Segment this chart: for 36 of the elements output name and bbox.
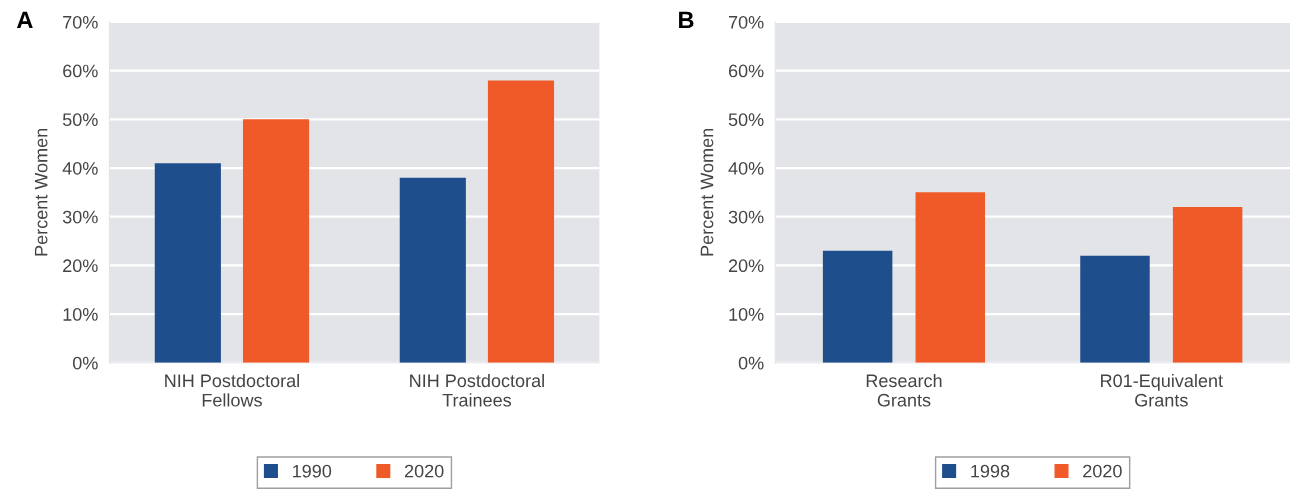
y-tick-label: 20% (63, 259, 98, 273)
y-tick-label: 60% (63, 64, 98, 78)
legend-label: 2020 (404, 464, 444, 478)
y-tick-label: 30% (62, 210, 98, 224)
x-tick-label: R01-Equivalent Grants (1101, 373, 1223, 407)
bar (1080, 255, 1150, 363)
y-tick-label: 40% (728, 161, 764, 175)
y-tick-label: 50% (728, 113, 764, 127)
y-axis-title: Percent Women (700, 128, 714, 256)
y-tick-label: 0% (72, 356, 98, 370)
text: B (679, 11, 694, 29)
bar (154, 163, 221, 363)
legend-label: 2020 (1083, 464, 1122, 478)
text: A (16, 11, 33, 29)
y-tick-label: 70% (63, 15, 98, 29)
bar (1172, 206, 1243, 363)
bar (822, 250, 893, 363)
y-tick-label: 10% (63, 308, 98, 321)
y-tick-label: 20% (728, 259, 764, 273)
y-tick-label: 70% (728, 15, 764, 29)
x-tick-label: NIH Postdoctoral Trainees (410, 373, 544, 407)
y-axis-title: Percent Women (34, 128, 48, 256)
bar (487, 80, 555, 363)
y-tick-label: 30% (728, 210, 764, 224)
x-tick-label: NIH Postdoctoral Fellows (165, 373, 299, 407)
y-tick-label: 0% (738, 356, 764, 370)
bar (242, 119, 310, 363)
bar (915, 192, 986, 363)
y-tick-label: 10% (729, 308, 764, 321)
bar (399, 177, 466, 363)
y-tick-label: 50% (62, 113, 98, 127)
y-tick-label: 60% (728, 64, 764, 78)
legend-label: 1998 (971, 464, 1010, 478)
legend-label: 1990 (293, 464, 332, 478)
x-tick-label: Research Grants (866, 373, 942, 407)
y-tick-label: 40% (62, 161, 98, 175)
